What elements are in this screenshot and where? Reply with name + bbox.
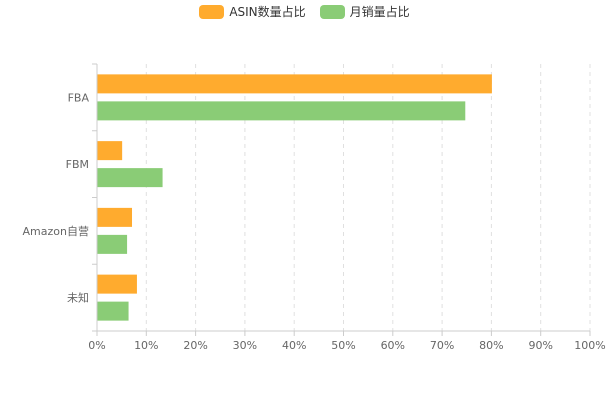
bar-asin: [97, 207, 133, 227]
bar-asin: [97, 141, 123, 161]
x-tick-label: 80%: [479, 339, 503, 352]
x-tick-label: 100%: [574, 339, 605, 352]
bar-sales: [97, 301, 129, 321]
legend-label-sales: 月销量占比: [349, 5, 410, 19]
bar-sales: [97, 168, 163, 188]
legend-item-asin[interactable]: ASIN数量占比: [199, 3, 306, 20]
bar-sales: [97, 101, 466, 121]
y-category-label: Amazon自营: [23, 224, 89, 238]
legend: ASIN数量占比 月销量占比: [0, 3, 609, 20]
bar-asin: [97, 74, 492, 94]
legend-label-asin: ASIN数量占比: [229, 5, 306, 19]
x-tick-label: 90%: [528, 339, 552, 352]
y-category-label: FBA: [68, 91, 90, 104]
x-tick-label: 10%: [134, 339, 158, 352]
legend-swatch-sales: [319, 4, 345, 19]
x-tick-label: 0%: [88, 339, 105, 352]
legend-swatch-asin: [199, 4, 225, 19]
x-tick-label: 50%: [331, 339, 355, 352]
x-tick-label: 20%: [183, 339, 207, 352]
bar-asin: [97, 274, 137, 294]
x-tick-label: 60%: [381, 339, 405, 352]
x-tick-label: 30%: [233, 339, 257, 352]
y-category-label: FBM: [66, 158, 89, 171]
y-category-label: 未知: [67, 291, 89, 305]
x-tick-label: 70%: [430, 339, 454, 352]
x-tick-label: 40%: [282, 339, 306, 352]
legend-item-sales[interactable]: 月销量占比: [319, 3, 410, 20]
bar-sales: [97, 234, 128, 254]
